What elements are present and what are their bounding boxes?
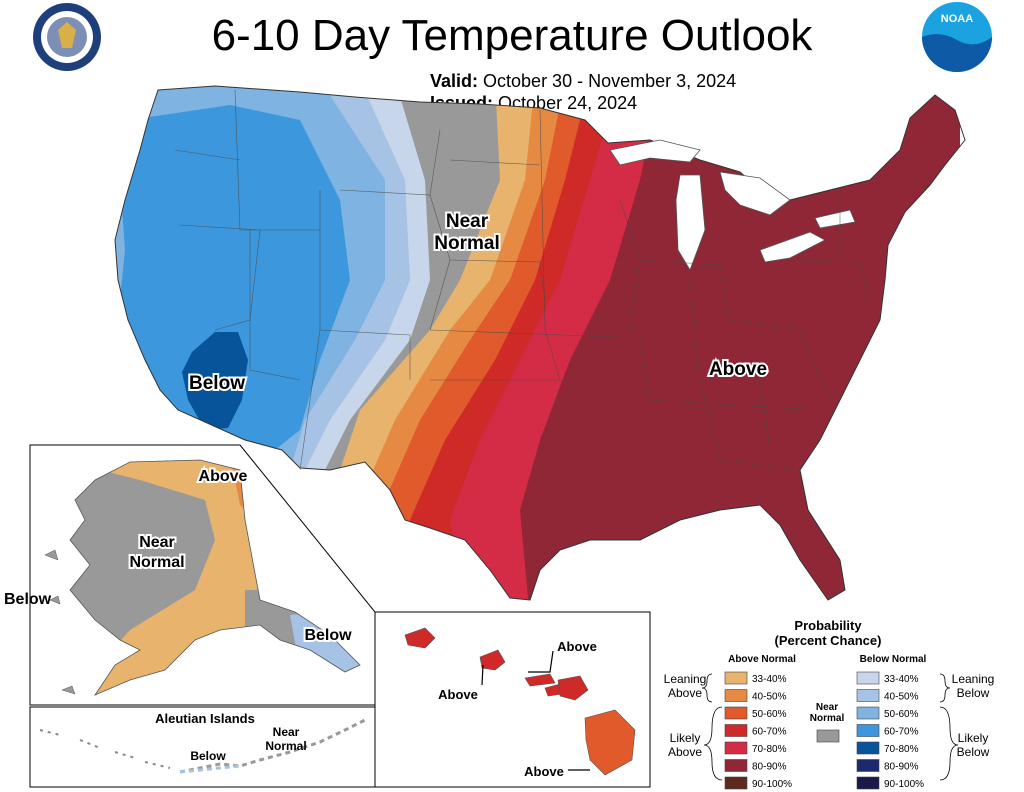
legend-below-swatch-2 <box>856 706 880 720</box>
legend-above-swatch-0 <box>724 671 748 685</box>
legend-below-swatch-1 <box>856 689 880 702</box>
legend-below-swatch-label-2: 50-60% <box>884 709 919 720</box>
valid-line: Valid: October 30 - November 3, 2024 <box>430 70 736 92</box>
aleutian-below-label: Below <box>190 749 226 763</box>
legend-likely-below-1: Likely <box>958 731 989 745</box>
alaska-near-label-2: Normal <box>129 554 184 571</box>
legend-above-swatch-4 <box>724 741 748 755</box>
legend-near-label-2: Normal <box>810 713 845 724</box>
legend-leaning-above-1: Leaning <box>664 672 707 686</box>
legend-leaning-below-2: Below <box>957 686 990 700</box>
legend-above-swatch-label-2: 50-60% <box>752 709 787 720</box>
legend-likely-above-1: Likely <box>670 731 701 745</box>
legend-above-swatch-label-3: 60-70% <box>752 727 787 738</box>
legend-below-header: Below Normal <box>860 654 927 665</box>
legend-near-label-1: Near <box>816 702 838 713</box>
legend-above-swatches: 33-40% 40-50% 50-60% 60-70% 70-80% 80-90% 90-1… <box>724 671 792 790</box>
legend: Probability (Percent Chance) Above Norma… <box>664 618 995 790</box>
legend-below-swatch-label-3: 60-70% <box>884 727 919 738</box>
alaska-near-label-1: Near <box>139 534 175 551</box>
legend-below-swatches: 33-40% 40-50% 50-60% 60-70% 70-80% 80-90% 90-1… <box>856 671 924 790</box>
legend-above-swatch-label-5: 80-90% <box>752 762 787 773</box>
aleutian-near-label-1: Near <box>273 725 300 739</box>
conus-above-label: Above <box>709 359 767 380</box>
conus-below-label: Below <box>189 373 245 394</box>
legend-likely-below-2: Below <box>957 745 990 759</box>
legend-leaning-above-2: Above <box>668 686 702 700</box>
legend-below-swatch-5 <box>856 759 880 772</box>
legend-below-swatch-0 <box>856 671 880 685</box>
legend-above-swatch-label-0: 33-40% <box>752 674 787 685</box>
legend-above-swatch-1 <box>724 689 748 702</box>
noaa-logo-icon: NOAA <box>922 2 992 72</box>
valid-dates: October 30 - November 3, 2024 <box>483 71 737 91</box>
legend-title-2: (Percent Chance) <box>775 633 882 648</box>
hawaii-inset: Above Above Above <box>374 611 651 788</box>
legend-above-swatch-2 <box>724 706 748 720</box>
conus-near-normal-label-1: Near <box>446 211 489 232</box>
great-lakes <box>609 139 856 271</box>
legend-below-swatch-label-0: 33-40% <box>884 674 919 685</box>
legend-title-1: Probability <box>794 618 862 633</box>
hawaii-above-label-1: Above <box>438 687 478 702</box>
legend-leaning-below-1: Leaning <box>952 672 995 686</box>
alaska-below-west-label: Below <box>4 591 52 608</box>
legend-below-swatch-3 <box>856 724 880 737</box>
legend-below-swatch-label-5: 80-90% <box>884 762 919 773</box>
aleutian-inset: Aleutian Islands Below Near Normal <box>29 706 376 788</box>
legend-above-swatch-5 <box>724 759 748 772</box>
legend-below-swatch-label-1: 40-50% <box>884 692 919 703</box>
legend-above-swatch-3 <box>724 724 748 737</box>
commerce-seal-icon <box>33 3 101 71</box>
legend-below-swatch-6 <box>856 776 880 790</box>
legend-below-swatch-label-6: 90-100% <box>884 779 924 790</box>
legend-above-swatch-6 <box>724 776 748 790</box>
alaska-inset: Above Near Normal Below Below <box>4 444 376 706</box>
legend-above-swatch-label-1: 40-50% <box>752 692 787 703</box>
map-title: 6-10 Day Temperature Outlook <box>211 11 813 60</box>
legend-near-swatch <box>816 729 840 743</box>
hawaii-above-label-2: Above <box>557 639 597 654</box>
hawaii-above-label-3: Above <box>524 764 564 779</box>
legend-above-swatch-label-4: 70-80% <box>752 744 787 755</box>
state-borders <box>174 89 871 471</box>
aleutian-near-label-2: Normal <box>265 739 306 753</box>
legend-below-swatch-label-4: 70-80% <box>884 744 919 755</box>
legend-below-swatch-4 <box>856 741 880 755</box>
conus-near-normal-label-2: Normal <box>434 233 499 254</box>
noaa-logo-text: NOAA <box>941 13 973 25</box>
alaska-below-se-label: Below <box>304 627 352 644</box>
legend-likely-above-2: Above <box>668 745 702 759</box>
aleutian-title: Aleutian Islands <box>155 711 255 726</box>
legend-above-header: Above Normal <box>728 654 796 665</box>
alaska-above-label: Above <box>199 468 248 485</box>
valid-label: Valid: <box>430 71 479 91</box>
legend-above-swatch-label-6: 90-100% <box>752 779 792 790</box>
